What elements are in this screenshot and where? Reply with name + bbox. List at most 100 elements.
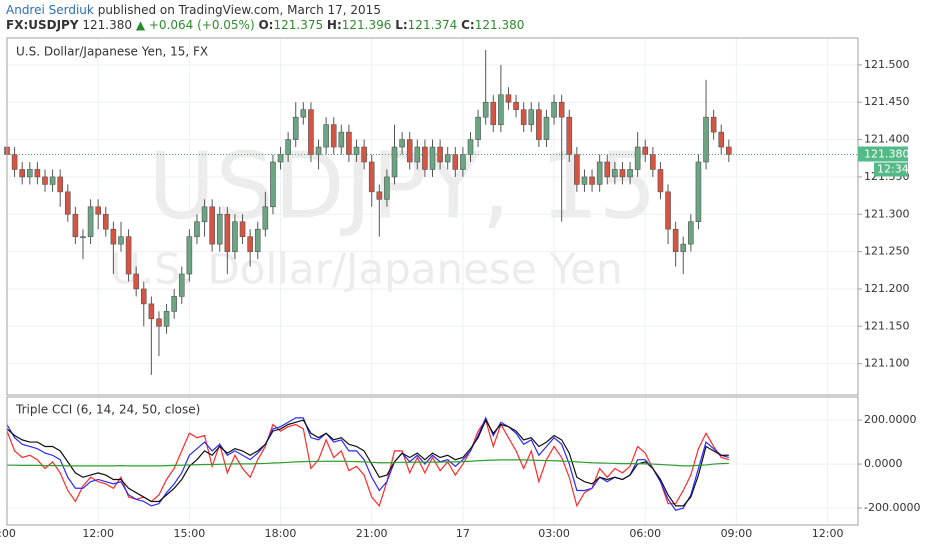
candle-body — [277, 154, 284, 163]
candle-body — [346, 131, 352, 155]
candle-body — [163, 311, 170, 327]
ohlc-value: 121.380 — [475, 18, 525, 32]
countdown-label: 12:34 — [877, 163, 909, 176]
candle-body — [650, 154, 656, 170]
candle-body — [627, 169, 633, 178]
author[interactable]: Andrei Serdiuk — [6, 3, 94, 17]
y-tick-label: -200.0000 — [864, 501, 920, 514]
candle-body — [368, 161, 375, 193]
candle-body — [513, 101, 519, 110]
candle-body — [642, 146, 649, 155]
ohlc-value: 121.374 — [408, 18, 458, 32]
candle-body — [376, 191, 383, 200]
y-tick-label: 0.0000 — [864, 457, 903, 470]
candle-body — [209, 206, 215, 245]
candle-body — [634, 146, 641, 170]
candle-body — [178, 273, 185, 297]
countdown-box — [874, 162, 908, 177]
candle-body — [718, 131, 725, 148]
candle-body — [57, 176, 63, 193]
pane-title: U.S. Dollar/Japanese Yen, 15, FX — [16, 45, 208, 59]
candle-body — [26, 169, 33, 178]
candle-body — [315, 146, 322, 155]
indicator-pane — [6, 396, 859, 526]
x-tick-label: 03:00 — [538, 527, 570, 540]
candle-body — [619, 169, 626, 178]
candle-body — [490, 101, 497, 125]
candle-body — [292, 116, 299, 140]
candle-body — [520, 109, 527, 125]
candle-body — [543, 116, 550, 140]
candle-body — [536, 109, 542, 140]
candle-body — [528, 109, 535, 125]
candle-body — [34, 169, 41, 178]
candle-body — [262, 206, 269, 230]
candle-body — [239, 221, 246, 237]
y-tick-label: 121.250 — [864, 245, 910, 258]
candle-body — [391, 146, 398, 178]
published: published on TradingView.com, March 17, … — [98, 3, 381, 17]
ohlc-label: C: — [461, 18, 475, 32]
ohlc-value: 121.375 — [273, 18, 323, 32]
x-tick-label: 21:00 — [356, 527, 388, 540]
candle-body — [102, 213, 109, 230]
candle-body — [171, 296, 177, 312]
ohlc-label: L: — [395, 18, 407, 32]
candle-body — [384, 176, 390, 200]
y-tick-label: 121.300 — [864, 207, 910, 220]
candle-body — [216, 213, 223, 245]
candle-body — [695, 161, 702, 223]
candle-body — [566, 116, 573, 155]
candle-body — [156, 318, 162, 327]
quote-line: FX:USDJPY 121.380 ▲ +0.064 (+0.05%) O:12… — [6, 18, 524, 32]
x-tick-label: 09:00 — [721, 527, 753, 540]
candle-body — [482, 101, 489, 118]
x-tick-label: 12:00 — [82, 527, 114, 540]
candle-body — [194, 221, 200, 237]
cci-line — [6, 416, 729, 511]
candle-body — [49, 176, 56, 185]
candle-body — [285, 139, 291, 155]
y-tick-label: 121.450 — [864, 95, 910, 108]
y-tick-label: 121.150 — [864, 319, 910, 332]
candle-body — [11, 154, 18, 170]
indicator-title: Triple CCI (6, 14, 24, 50, close) — [15, 403, 200, 417]
candle-body — [505, 94, 512, 103]
x-tick-label: 17 — [456, 527, 470, 540]
candle-body — [703, 116, 709, 163]
ohlc-value: 121.396 — [342, 18, 392, 32]
x-tick-label: 15:00 — [174, 527, 206, 540]
candle-body — [308, 109, 314, 155]
candle-body — [688, 221, 694, 245]
candle-body — [581, 176, 588, 185]
candle-body — [726, 146, 732, 155]
change: ▲ +0.064 (+0.05%) — [136, 18, 255, 32]
candle-body — [300, 109, 307, 118]
publish-line: Andrei Serdiuk published on TradingView.… — [6, 3, 381, 17]
last-price-box — [858, 146, 908, 162]
y-tick-label: 121.400 — [864, 133, 910, 146]
candle-body — [429, 146, 436, 170]
candle-body — [672, 228, 679, 252]
price: 121.380 — [82, 18, 132, 32]
ohlc-label: H: — [327, 18, 342, 32]
candle-body — [665, 191, 671, 230]
main-pane — [6, 37, 859, 396]
candle-body — [551, 101, 557, 118]
candle-body — [399, 139, 405, 148]
x-tick-label: :00 — [0, 527, 16, 540]
candle-body — [125, 236, 132, 275]
x-tick-label: 18:00 — [265, 527, 297, 540]
candle-body — [110, 228, 117, 245]
candle-body — [133, 273, 139, 290]
candle-body — [224, 213, 231, 252]
x-tick-label: 12:00 — [812, 527, 844, 540]
candle-body — [232, 221, 238, 252]
last-price-label: 121.380 — [864, 148, 910, 161]
candle-body — [338, 131, 345, 148]
candle-body — [414, 146, 421, 163]
candle-body — [437, 146, 443, 163]
symbol: FX:USDJPY — [6, 18, 79, 32]
